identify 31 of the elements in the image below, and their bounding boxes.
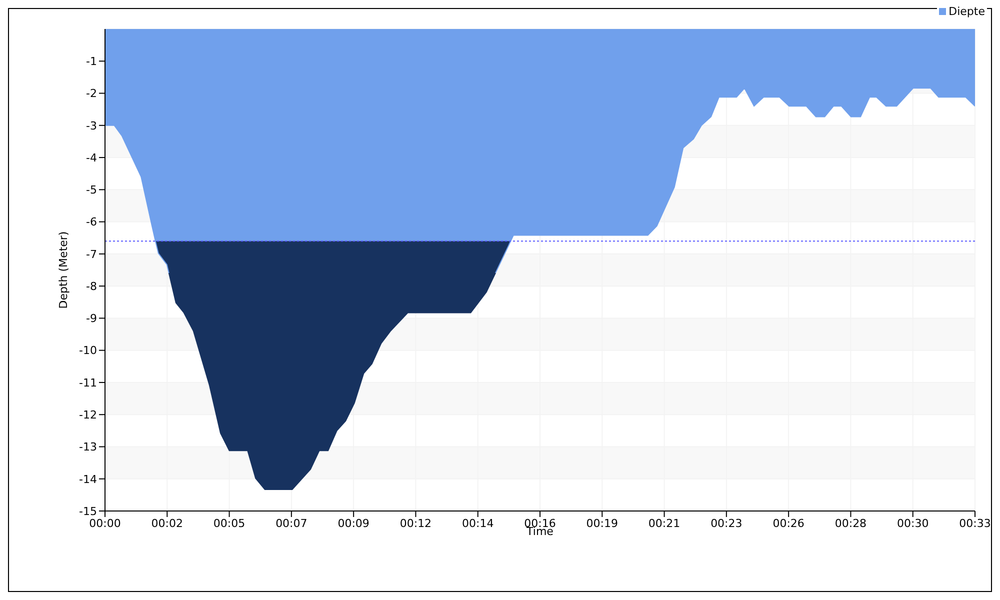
x-tick-label: 00:33	[959, 516, 991, 530]
y-tick-label: -2	[86, 87, 97, 100]
x-tick-label: 00:30	[897, 516, 929, 530]
y-axis-title: Depth (Meter)	[56, 231, 70, 309]
y-tick-label: -13	[79, 440, 97, 454]
y-tick-label: -14	[79, 472, 97, 486]
x-tick-label: 00:00	[89, 516, 121, 530]
y-tick-label: -3	[86, 119, 97, 132]
x-tick-label: 00:07	[276, 516, 308, 530]
x-tick-label: 00:21	[648, 516, 680, 530]
x-tick-label: 00:19	[586, 516, 618, 530]
y-tick-label: -6	[86, 216, 97, 229]
y-tick-label: -8	[86, 280, 97, 293]
x-tick-label: 00:12	[400, 516, 432, 530]
legend-label: Diepte	[948, 5, 985, 18]
y-tick-label: -12	[79, 408, 97, 422]
x-tick-label: 00:28	[834, 516, 867, 530]
y-tick-label: -1	[86, 55, 97, 68]
x-tick-label: 00:14	[462, 516, 494, 530]
y-tick-label: -5	[86, 184, 97, 197]
x-tick-label: 00:05	[213, 516, 246, 530]
y-tick-label: -10	[79, 344, 97, 358]
y-tick-label: -15	[79, 504, 97, 518]
x-tick-label: 00:23	[710, 516, 742, 530]
y-tick-label: -4	[86, 151, 97, 164]
y-tick-label: -11	[79, 376, 97, 390]
y-tick-label: -7	[86, 248, 97, 261]
x-tick-label: 00:02	[151, 516, 183, 530]
x-tick-label: 00:09	[338, 516, 370, 530]
y-tick-label: -9	[86, 312, 97, 326]
x-tick-label: 00:26	[772, 516, 804, 530]
